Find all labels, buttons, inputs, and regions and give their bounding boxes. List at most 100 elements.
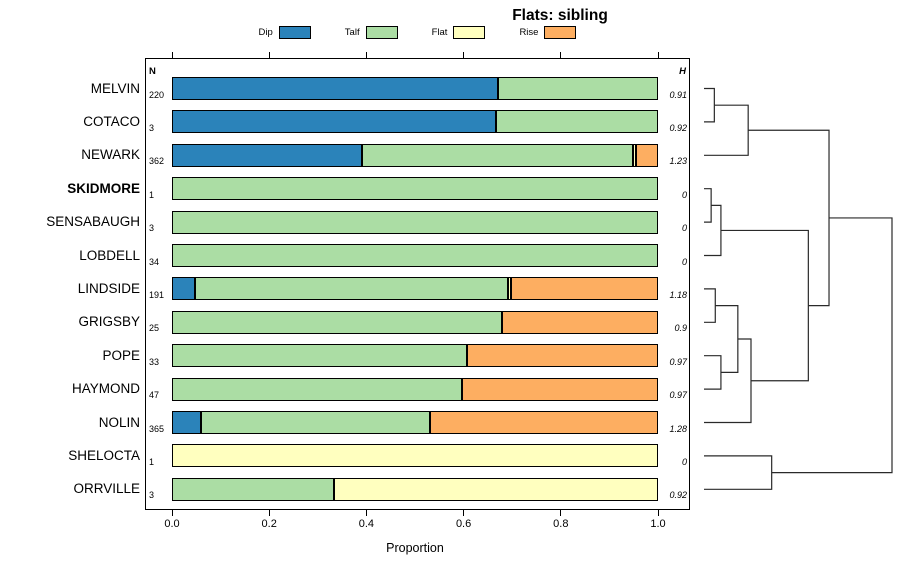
h-value-haymond: 0.97: [669, 390, 687, 401]
x-tick-top: [365, 52, 367, 58]
n-value-newark: 362: [149, 156, 165, 167]
bar-segment-talf: [172, 177, 658, 201]
h-value-melvin: 0.91: [669, 89, 687, 100]
bar-haymond: [172, 377, 658, 401]
bar-segment-flat: [172, 444, 658, 468]
n-value-sensabaugh: 3: [149, 223, 155, 234]
h-value-orrville: 0.92: [669, 490, 687, 501]
bar-lobdell: [172, 244, 658, 267]
n-value-lindside: 191: [149, 289, 165, 300]
row-label-lindside: LINDSIDE: [77, 280, 140, 296]
legend-item-talf: Talf: [345, 26, 398, 39]
x-tick-top: [657, 52, 659, 58]
row-label-pope: POPE: [102, 347, 140, 363]
h-value-sensabaugh: 0: [681, 223, 687, 234]
n-value-nolin: 365: [149, 423, 165, 434]
legend-label-flat: Flat: [431, 27, 448, 38]
bar-segment-rise: [429, 411, 658, 434]
h-value-lindside: 1.18: [669, 289, 687, 300]
legend: Dip Talf Flat Rise: [145, 26, 690, 39]
bar-segment-talf: [172, 477, 334, 501]
bar-lindside: [172, 277, 658, 301]
h-value-grigsby: 0.9: [674, 323, 687, 334]
n-value-orrville: 3: [149, 490, 155, 501]
bar-segment-dip: [172, 143, 362, 167]
n-value-cotaco: 3: [149, 122, 155, 133]
bar-segment-talf: [172, 210, 658, 234]
bar-segment-flat: [508, 277, 512, 301]
bar-segment-dip: [172, 277, 195, 301]
x-tick-top: [463, 52, 465, 58]
bar-nolin: [172, 411, 658, 434]
h-value-newark: 1.23: [669, 156, 687, 167]
x-tick-label: 0.2: [261, 518, 277, 530]
bar-segment-dip: [172, 411, 202, 434]
x-tick: [268, 510, 270, 516]
h-value-skidmore: 0: [681, 189, 687, 200]
row-label-melvin: MELVIN: [90, 80, 140, 96]
bar-segment-talf: [497, 77, 658, 100]
row-label-haymond: HAYMOND: [71, 381, 140, 397]
h-value-shelocta: 0: [681, 456, 687, 467]
bar-melvin: [172, 77, 658, 100]
legend-item-rise: Rise: [519, 26, 577, 39]
x-tick-label: 0.8: [553, 518, 569, 530]
bar-segment-rise: [461, 377, 658, 401]
x-tick: [560, 510, 562, 516]
legend-swatch-rise: [544, 26, 577, 39]
bar-segment-talf: [361, 143, 633, 167]
x-tick: [171, 510, 173, 516]
n-value-skidmore: 1: [149, 189, 155, 200]
bar-segment-rise: [466, 344, 658, 368]
n-value-lobdell: 34: [149, 256, 160, 267]
bar-segment-dip: [172, 77, 498, 100]
x-tick-top: [171, 52, 173, 58]
row-label-cotaco: COTACO: [83, 113, 140, 129]
h-value-pope: 0.97: [669, 356, 687, 367]
n-value-pope: 33: [149, 356, 160, 367]
h-value-cotaco: 0.92: [669, 122, 687, 133]
row-label-lobdell: LOBDELL: [79, 247, 140, 263]
n-value-haymond: 47: [149, 390, 160, 401]
legend-item-dip: Dip: [259, 26, 311, 39]
dendrogram-lines: [704, 87, 893, 490]
bar-cotaco: [172, 110, 658, 134]
plot-area: [145, 58, 690, 510]
row-label-sensabaugh: SENSABAUGH: [46, 214, 140, 230]
x-tick: [463, 510, 465, 516]
x-tick-top: [560, 52, 562, 58]
bar-segment-flat: [632, 143, 637, 167]
bar-segment-talf: [496, 110, 658, 134]
row-label-nolin: NOLIN: [98, 414, 140, 430]
row-label-shelocta: SHELOCTA: [68, 447, 140, 463]
bar-segment-rise: [502, 310, 658, 334]
bar-segment-flat: [333, 477, 658, 501]
legend-item-flat: Flat: [432, 26, 486, 39]
bar-shelocta: [172, 444, 658, 468]
bar-orrville: [172, 477, 658, 501]
bar-pope: [172, 344, 658, 368]
x-tick-label: 0.4: [358, 518, 375, 530]
chart-title: Flats: sibling: [512, 7, 608, 24]
row-label-orrville: ORRVILLE: [73, 481, 140, 497]
bar-segment-talf: [172, 344, 467, 368]
legend-swatch-dip: [278, 26, 311, 39]
legend-swatch-talf: [365, 26, 398, 39]
h-value-lobdell: 0: [681, 256, 687, 267]
n-column-header: N: [149, 66, 156, 77]
legend-swatch-flat: [453, 26, 486, 39]
bar-segment-talf: [172, 377, 462, 401]
bar-sensabaugh: [172, 210, 658, 234]
x-tick-top: [268, 52, 270, 58]
bar-segment-dip: [172, 110, 497, 134]
row-label-skidmore: SKIDMORE: [67, 180, 140, 196]
legend-label-talf: Talf: [344, 27, 360, 38]
legend-label-dip: Dip: [258, 27, 273, 38]
x-axis-label: Proportion: [386, 541, 444, 555]
bar-segment-talf: [172, 244, 658, 267]
bar-grigsby: [172, 310, 658, 334]
bar-segment-talf: [194, 277, 509, 301]
bar-segment-rise: [636, 143, 658, 167]
bar-skidmore: [172, 177, 658, 201]
x-tick-label: 0.0: [164, 518, 180, 530]
